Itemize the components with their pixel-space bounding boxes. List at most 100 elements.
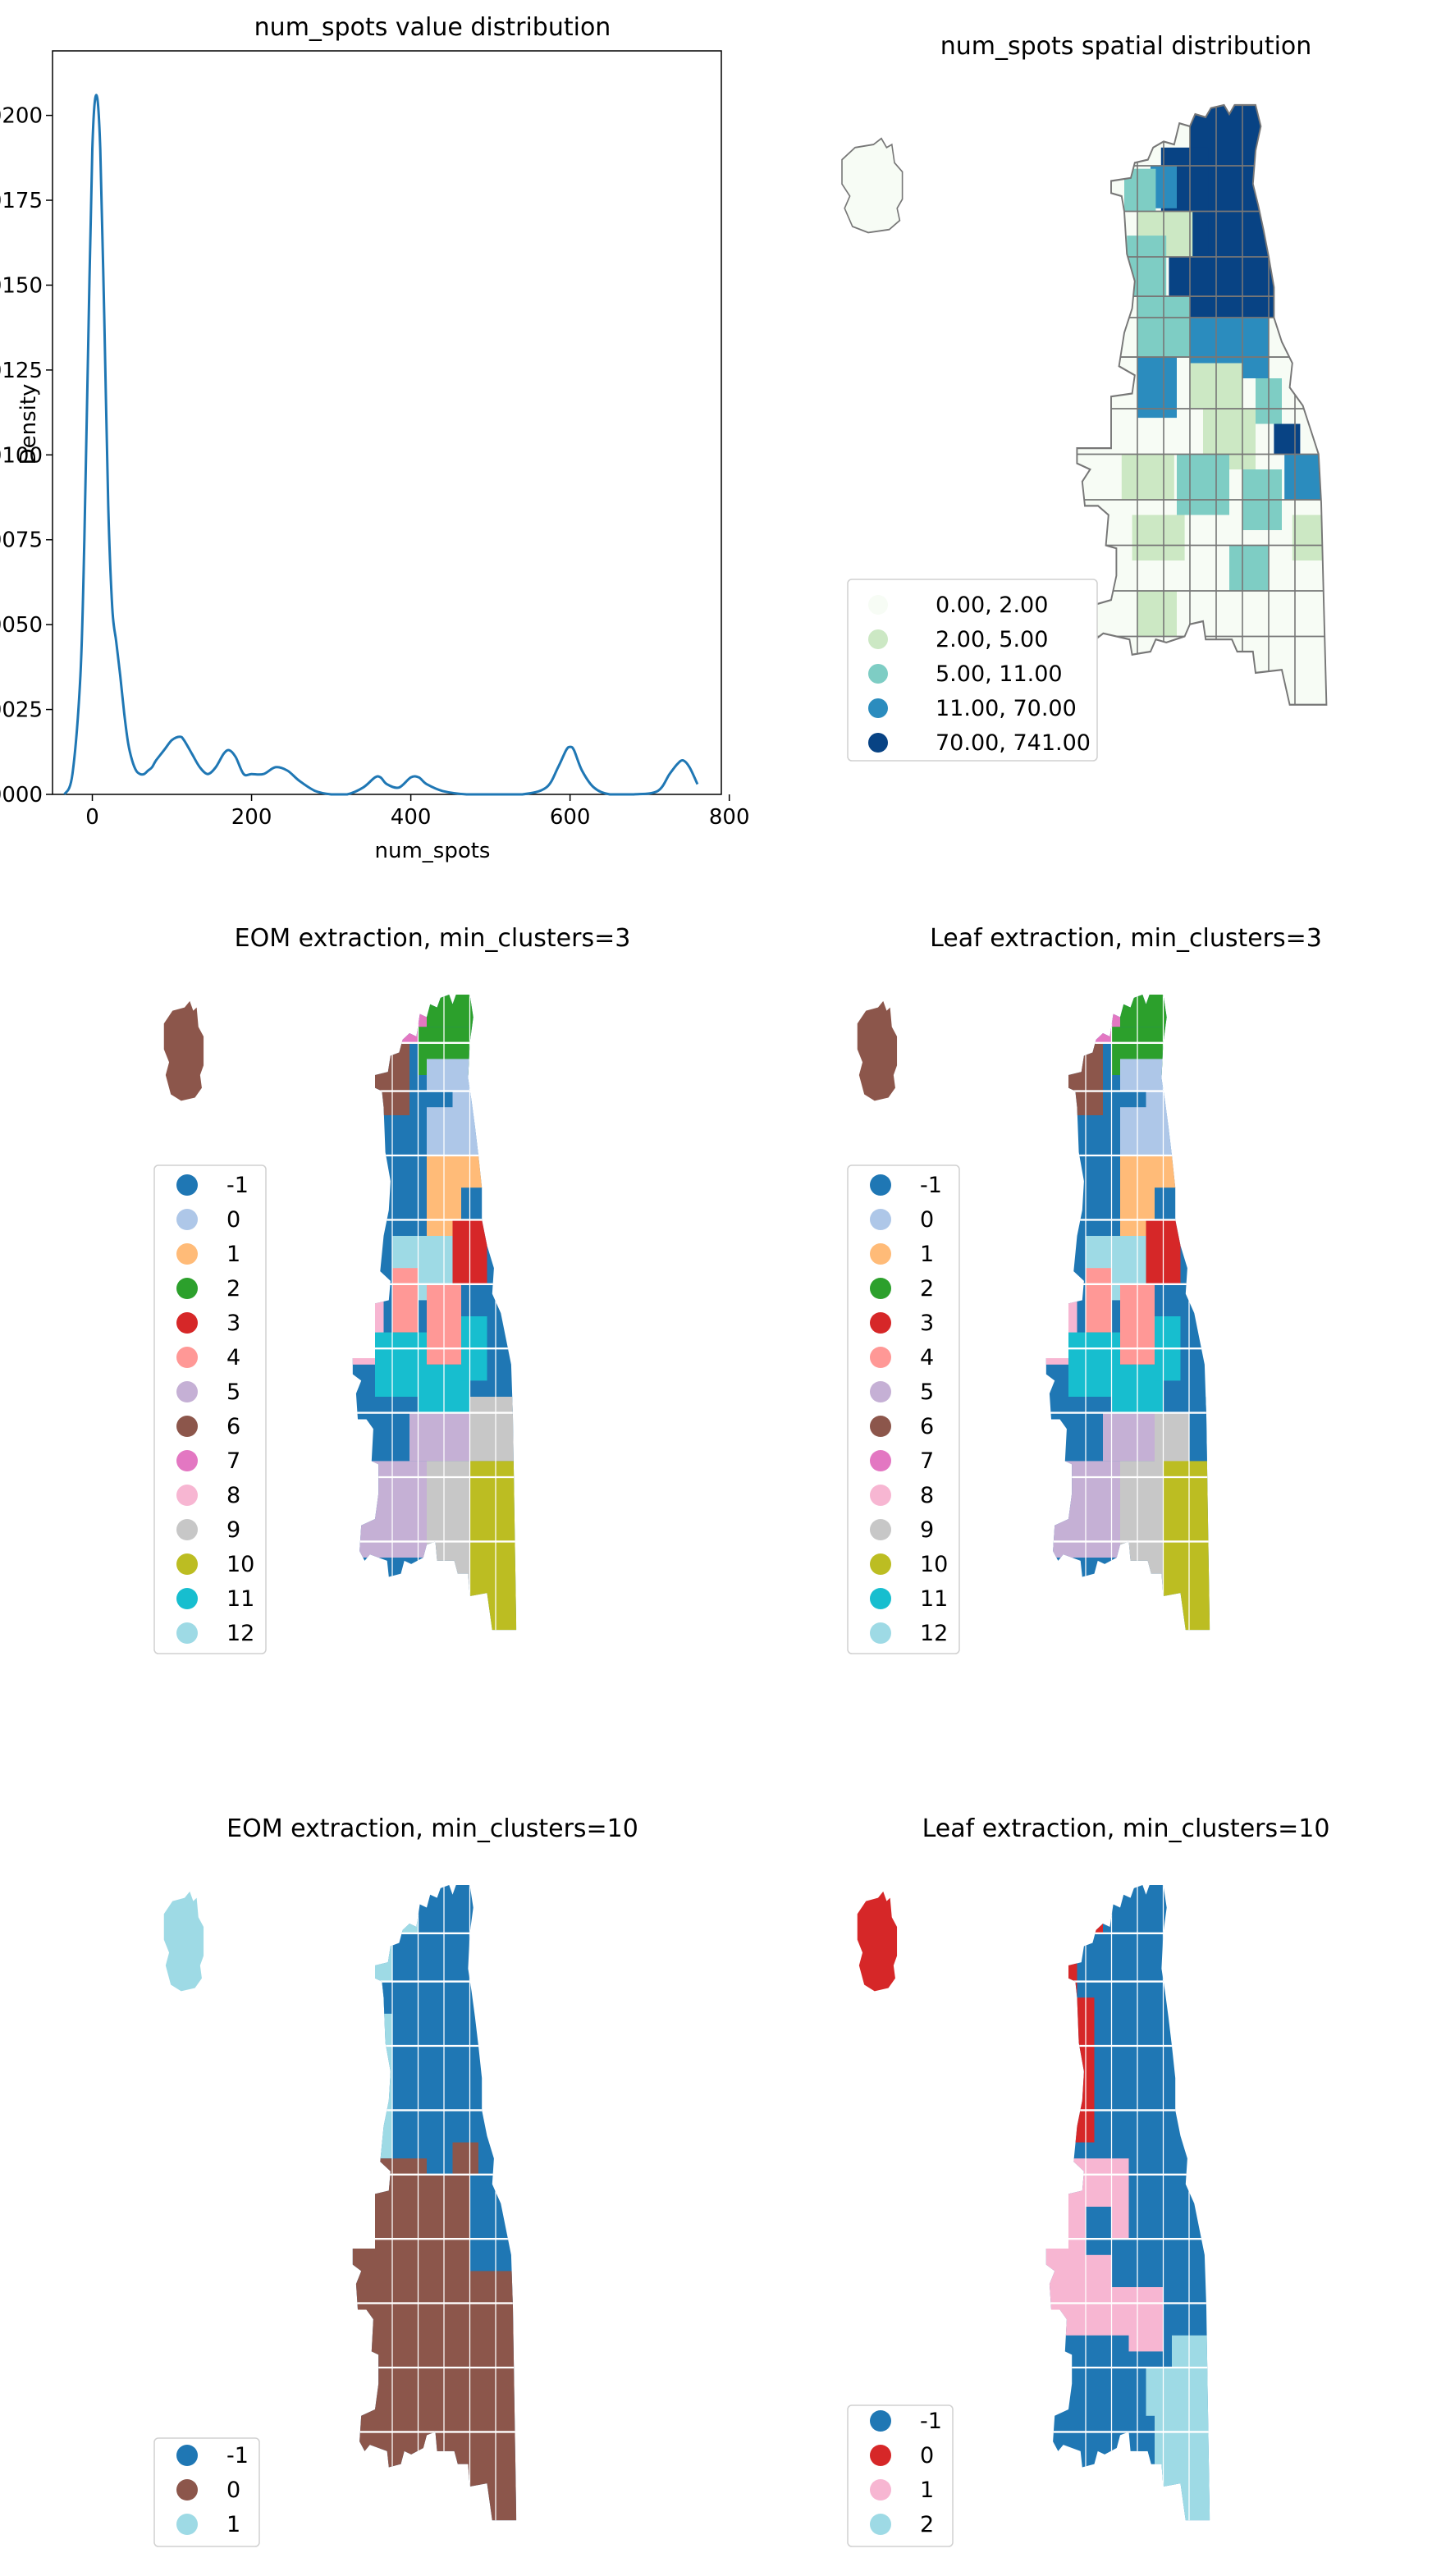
leaf10-legend: -1 0 1 2	[847, 2404, 954, 2547]
legend-label: 7	[920, 1448, 934, 1474]
legend-label: -1	[920, 1173, 942, 1198]
legend-label: -1	[226, 2443, 249, 2468]
legend-label: 11	[226, 1586, 254, 1612]
eom10-legend: -1 0 1	[153, 2437, 260, 2547]
kde-y-tick-label: 0.0100	[0, 443, 43, 468]
leaf3-title: Leaf extraction, min_clusters=3	[930, 924, 1322, 953]
legend-marker	[870, 1312, 891, 1334]
legend-label: 2	[920, 1276, 934, 1302]
legend-marker	[176, 1553, 198, 1575]
legend-label: 9	[226, 1517, 240, 1543]
legend-label: 6	[920, 1414, 934, 1439]
legend-label: 1	[226, 1242, 240, 1267]
legend-marker	[176, 1278, 198, 1299]
legend-label: 5.00, 11.00	[936, 661, 1063, 687]
cluster-map-leaf-10: Leaf extraction, min_clusters=10	[847, 1814, 1330, 2547]
legend-label: 5	[226, 1380, 240, 1405]
kde-y-axis-label: Density	[16, 384, 41, 465]
legend-marker	[870, 1519, 891, 1540]
legend-label: 9	[920, 1517, 934, 1543]
legend-marker	[176, 1450, 198, 1471]
choropleth-title: num_spots spatial distribution	[940, 32, 1312, 61]
legend-marker	[176, 1622, 198, 1644]
legend-label: 12	[920, 1621, 948, 1646]
legend-label: 1	[920, 1242, 934, 1267]
legend-marker	[870, 1278, 891, 1299]
kde-axes-frame	[52, 50, 722, 795]
kde-x-tick-label: 800	[709, 805, 750, 830]
legend-label: 0	[920, 2443, 934, 2468]
legend-marker	[176, 1347, 198, 1368]
legend-marker	[870, 1416, 891, 1437]
legend-marker	[870, 1347, 891, 1368]
legend-label: 2.00, 5.00	[936, 627, 1048, 652]
legend-marker	[870, 2479, 891, 2501]
legend-label: 11.00, 70.00	[936, 696, 1077, 721]
legend-marker	[176, 1312, 198, 1334]
legend-marker	[176, 2479, 198, 2501]
legend-label: 0	[920, 1207, 934, 1233]
legend-marker	[868, 733, 888, 753]
legend-label: 5	[920, 1380, 934, 1405]
kde-x-tick-label: 400	[391, 805, 432, 830]
legend-label: 2	[226, 1276, 240, 1302]
legend-marker	[870, 1622, 891, 1644]
legend-label: -1	[226, 1173, 249, 1198]
cluster-map-eom-10: EOM extraction, min_clusters=10 -1 0 1	[153, 1814, 638, 2547]
legend-marker	[870, 2410, 891, 2432]
legend-label: 3	[920, 1311, 934, 1336]
legend-label: 4	[920, 1345, 934, 1370]
legend-marker	[870, 1588, 891, 1609]
legend-marker	[870, 1381, 891, 1402]
choropleth-panel: num_spots spatial distribution	[841, 32, 1328, 762]
legend-label: 12	[226, 1621, 254, 1646]
legend-label: 8	[226, 1483, 240, 1508]
legend-marker	[870, 1174, 891, 1196]
kde-x-tick-label: 0	[85, 805, 99, 830]
legend-marker	[870, 2514, 891, 2535]
leaf10-title: Leaf extraction, min_clusters=10	[922, 1814, 1330, 1843]
eom3-title: EOM extraction, min_clusters=3	[235, 924, 631, 953]
choropleth-legend: 0.00, 2.00 2.00, 5.00 5.00, 11.00 11.00, 70…	[847, 579, 1098, 762]
legend-marker	[176, 1174, 198, 1196]
legend-marker	[868, 595, 888, 615]
legend-marker	[868, 664, 888, 684]
kde-x-tick-label: 200	[231, 805, 272, 830]
legend-label: 10	[226, 1552, 254, 1577]
legend-label: 1	[920, 2478, 934, 2503]
legend-marker	[176, 1485, 198, 1506]
legend-label: 0	[226, 1207, 240, 1233]
kde-x-ticks: 0 200 400 600 800	[85, 794, 750, 830]
eom10-title: EOM extraction, min_clusters=10	[226, 1814, 638, 1843]
legend-label: 8	[920, 1483, 934, 1508]
legend-label: 4	[226, 1345, 240, 1370]
kde-density-line	[63, 94, 699, 796]
legend-marker	[176, 1519, 198, 1540]
kde-title: num_spots value distribution	[254, 13, 611, 42]
legend-marker	[176, 1243, 198, 1265]
legend-label: 0.00, 2.00	[936, 593, 1048, 618]
legend-label: 10	[920, 1552, 948, 1577]
legend-marker	[176, 2445, 198, 2466]
legend-marker	[176, 1588, 198, 1609]
cluster-map-leaf-3: Leaf extraction, min_clusters=3	[847, 924, 1322, 1654]
kde-y-tick-label: 0.0150	[0, 273, 43, 298]
legend-label: 0	[226, 2478, 240, 2503]
legend-marker	[870, 1209, 891, 1230]
legend-label: -1	[920, 2409, 942, 2434]
legend-label: 6	[226, 1414, 240, 1439]
legend-marker	[176, 1209, 198, 1230]
kde-x-tick-label: 600	[550, 805, 591, 830]
legend-marker	[870, 1553, 891, 1575]
legend-label: 7	[226, 1448, 240, 1474]
kde-y-tick-label: 0.0050	[0, 613, 43, 638]
legend-marker	[870, 1485, 891, 1506]
kde-x-axis-label: num_spots	[375, 839, 491, 863]
